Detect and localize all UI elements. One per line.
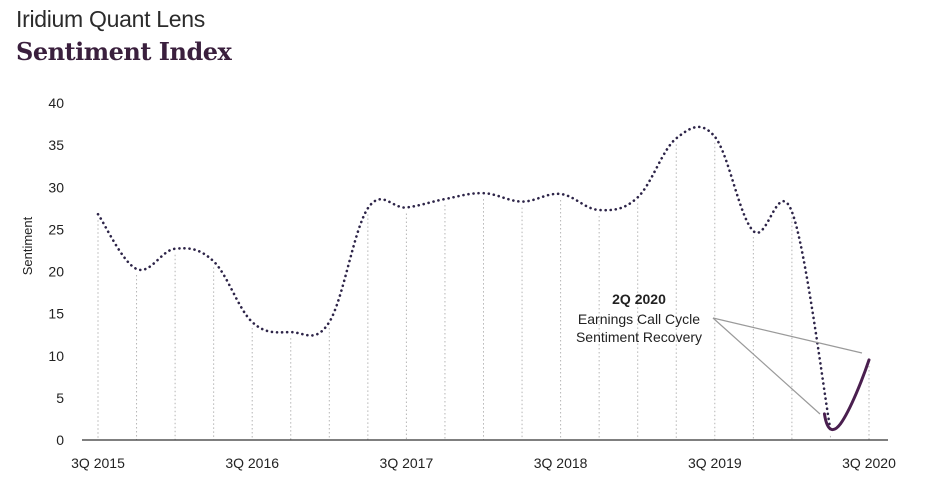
x-tick-label: 3Q 2020 [842,455,896,471]
annotation-text: Sentiment Recovery [576,329,702,345]
annotation-leader [712,317,863,354]
y-tick-label: 15 [48,306,64,322]
annotation-leader [712,317,821,415]
annotation-text: Earnings Call Cycle [578,311,700,327]
y-tick-label: 25 [48,221,64,237]
x-tick-label: 3Q 2016 [225,455,279,471]
y-axis: 0 5 10 15 20 25 30 35 40 Sentiment [20,95,64,448]
y-tick-label: 10 [48,348,64,364]
series-line-highlight [822,358,871,432]
annotation-group: 2Q 2020 Earnings Call Cycle Sentiment Reco… [576,291,863,415]
y-tick-label: 40 [48,95,64,111]
x-tick-label: 3Q 2018 [534,455,588,471]
y-tick-label: 0 [56,432,64,448]
x-axis: 3Q 2015 3Q 2016 3Q 2017 3Q 2018 3Q 2019 3Q 20… [71,439,896,471]
x-tick-label: 3Q 2015 [71,455,125,471]
y-tick-label: 30 [48,179,64,195]
y-tick-label: 35 [48,137,64,153]
y-axis-label: Sentiment [20,216,35,275]
series-layer [96,125,871,432]
x-tick-label: 3Q 2019 [688,455,742,471]
vertical-gridlines [97,142,870,440]
series-line-dotted [96,125,832,432]
annotation-title: 2Q 2020 [612,291,666,307]
chart-kicker: Iridium Quant Lens [16,6,205,32]
y-tick-label: 20 [48,264,64,280]
x-tick-label: 3Q 2017 [380,455,434,471]
chart-title: Sentiment Index [16,37,232,66]
y-tick-label: 5 [56,390,64,406]
